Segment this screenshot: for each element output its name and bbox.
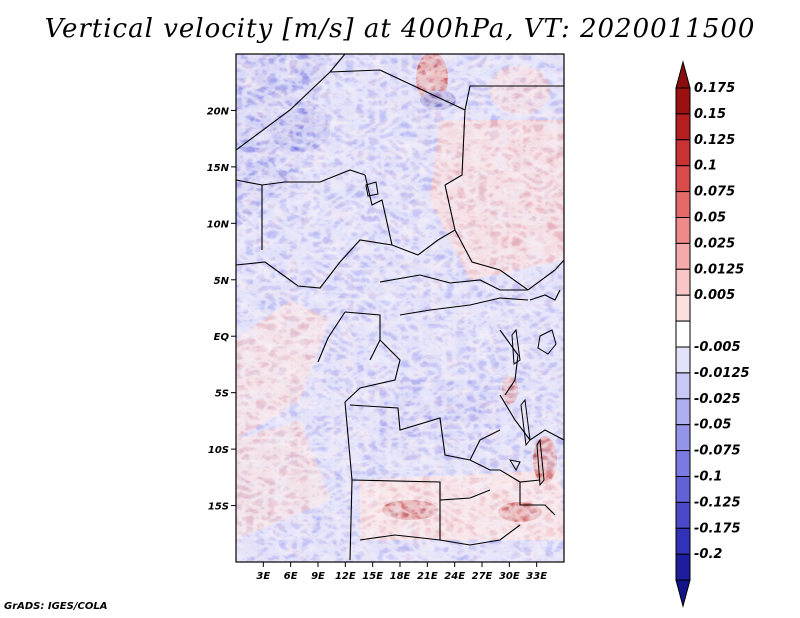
colorbar-label: 0.0125 <box>694 262 744 277</box>
grads-credit: GrADS: IGES/COLA <box>4 601 108 612</box>
lon-tick-label: 18E <box>390 571 411 582</box>
colorbar-swatch <box>675 476 691 503</box>
lon-tick-label: 24E <box>444 571 465 582</box>
lat-tick-label: 15S <box>208 502 229 513</box>
colorbar-label: -0.05 <box>694 418 731 433</box>
lon-tick-label: 27E <box>472 571 493 582</box>
lon-tick-label: 12E <box>335 571 356 582</box>
colorbar-label: -0.025 <box>694 392 741 407</box>
colorbar-swatch <box>675 553 691 581</box>
colorbar-swatch <box>675 191 691 219</box>
lon-tick-label: 6E <box>284 571 298 582</box>
latitude-axis: 20N 15N 10N 5N EQ 5S 10S 15S <box>207 106 236 513</box>
colorbar-label: -0.2 <box>694 547 722 562</box>
lon-tick-label: 21E <box>417 571 438 582</box>
colorbar-label: 0.005 <box>694 288 735 303</box>
colorbar-bottom-arrow <box>675 579 691 609</box>
colorbar-swatch <box>675 242 691 270</box>
colorbar-swatch <box>675 87 691 115</box>
colorbar-label: 0.05 <box>694 211 726 226</box>
lakes <box>365 181 557 487</box>
lat-tick-label: 20N <box>207 106 230 117</box>
colorbar-swatch <box>675 424 691 452</box>
colorbar-swatch <box>675 217 691 244</box>
lat-tick-label: 10N <box>207 219 230 230</box>
colorbar-swatch <box>675 320 691 348</box>
longitude-axis: 3E 6E 9E 12E 15E 18E 21E 24E 27E 30E 33E <box>256 562 547 582</box>
colorbar-top-arrow <box>675 60 691 89</box>
colorbar-label: 0.15 <box>694 107 726 122</box>
colorbar-swatch <box>675 398 691 426</box>
lon-tick-label: 30E <box>499 571 520 582</box>
colorbar-label: -0.005 <box>694 340 741 355</box>
colorbar-label: -0.1 <box>694 470 722 485</box>
colorbar-swatch <box>675 527 691 555</box>
colorbar-swatch <box>675 139 691 167</box>
colorbar-swatch <box>675 294 691 322</box>
colorbar-swatch <box>675 501 691 529</box>
lon-tick-label: 3E <box>256 571 270 582</box>
colorbar-swatch <box>675 268 691 296</box>
lat-tick-label: 15N <box>207 163 230 174</box>
vertical-velocity-field <box>236 54 564 562</box>
lon-tick-label: 15E <box>362 571 383 582</box>
lat-tick-label: 5N <box>214 276 230 287</box>
lon-tick-label: 9E <box>311 571 325 582</box>
lat-tick-label: EQ <box>214 332 230 343</box>
colorbar-label: 0.125 <box>694 133 735 148</box>
colorbar-label: 0.175 <box>694 81 735 96</box>
colorbar-label: 0.1 <box>694 159 717 174</box>
colorbar-label: -0.0125 <box>694 366 750 381</box>
colorbar-label: -0.175 <box>694 521 741 536</box>
colorbar-swatch <box>675 346 691 374</box>
colorbar-swatch <box>675 450 691 478</box>
colorbar-label: 0.025 <box>694 236 735 251</box>
colorbar: 0.175 0.15 0.125 0.1 0.075 0.05 0.025 0.0125 0.0… <box>675 60 750 609</box>
lon-tick-label: 33E <box>526 571 547 582</box>
lat-tick-label: 10S <box>208 445 229 456</box>
colorbar-label: -0.075 <box>694 444 741 459</box>
colorbar-swatch <box>675 113 691 141</box>
colorbar-swatch <box>675 372 691 400</box>
colorbar-label: 0.075 <box>694 185 735 200</box>
country-borders <box>236 54 564 561</box>
colorbar-label: -0.125 <box>694 495 741 510</box>
map-title: Vertical velocity [m/s] at 400hPa, VT: 2… <box>44 14 756 44</box>
lat-tick-label: 5S <box>215 389 229 400</box>
colorbar-swatch <box>675 165 691 193</box>
